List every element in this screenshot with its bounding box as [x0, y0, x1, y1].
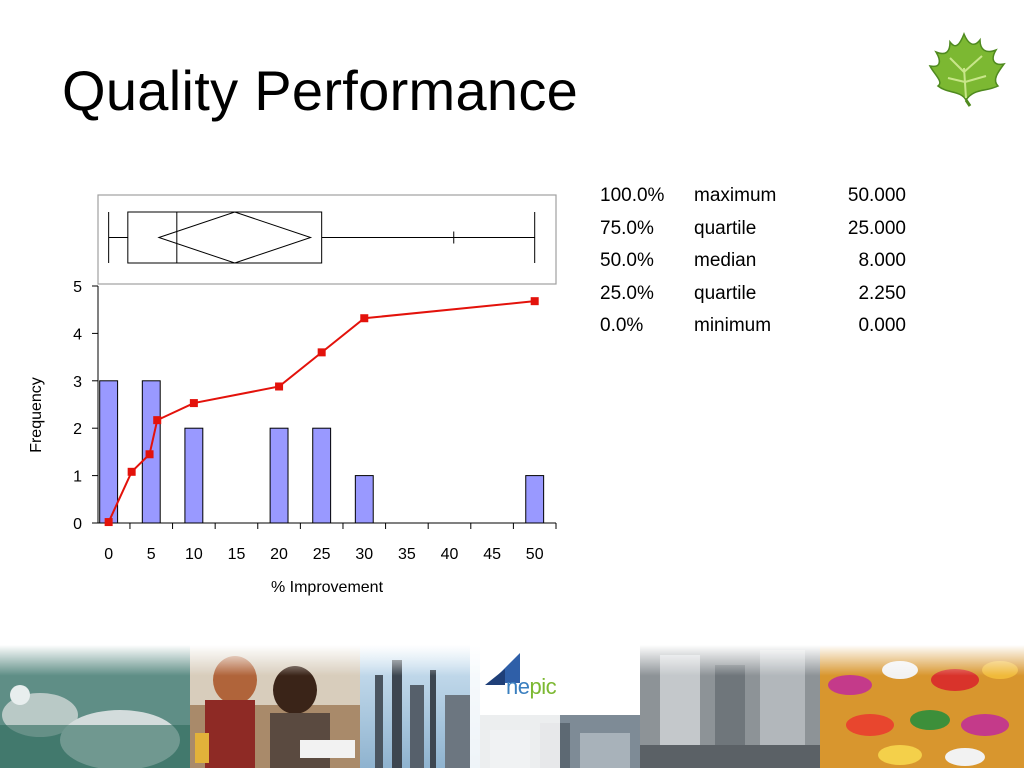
footer-photo-strip [0, 645, 1024, 768]
cdf-point [189, 399, 198, 408]
cdf-point [317, 348, 326, 357]
quantile-percent: 50.0% [600, 250, 654, 272]
nepic-logo-text: nepic [506, 674, 557, 700]
box-plot-frame [97, 194, 557, 285]
x-tick-label: 35 [398, 546, 416, 563]
quantile-value: 0.000 [858, 315, 906, 337]
x-tick-label: 30 [355, 546, 373, 563]
cdf-point [275, 382, 284, 391]
quantile-label: median [694, 250, 757, 272]
quantile-label: minimum [694, 315, 772, 337]
cdf-point [145, 450, 154, 459]
quantile-percent: 0.0% [600, 315, 644, 337]
cdf-point [104, 518, 113, 527]
quantile-value: 25.000 [847, 217, 906, 239]
quantile-label: quartile [694, 217, 757, 239]
histogram-bar [184, 427, 204, 524]
maple-leaf-icon [928, 31, 1006, 107]
box-iqr [127, 211, 323, 264]
cdf-point [360, 314, 369, 323]
quantile-percent: 75.0% [600, 217, 654, 239]
x-axis-label: % Improvement [271, 579, 384, 596]
slide-title: Quality Performance [62, 59, 579, 122]
box-mean-diamond [157, 211, 313, 264]
histogram-bar [354, 475, 374, 524]
quantile-row: 75.0% quartile 25.000 [600, 213, 906, 246]
quantile-row: 50.0% median 8.000 [600, 245, 906, 278]
y-tick-label: 3 [73, 374, 82, 391]
quantile-row: 0.0% minimum 0.000 [600, 310, 906, 343]
quantile-label: maximum [694, 185, 777, 207]
x-tick-label: 50 [526, 546, 544, 563]
quantile-value: 2.250 [858, 282, 906, 304]
quantile-row: 100.0% maximum 50.000 [600, 180, 906, 213]
nepic-logo-text-a: ne [506, 674, 530, 699]
x-tick-label: 20 [270, 546, 288, 563]
nepic-logo-icon [485, 653, 520, 685]
histogram-bars [99, 380, 545, 524]
histogram-bar [269, 427, 289, 524]
cdf-point [530, 297, 539, 306]
cdf-point [153, 416, 162, 425]
histogram-bar [525, 475, 545, 524]
y-tick-label: 1 [73, 469, 82, 486]
quantile-value: 8.000 [858, 250, 906, 272]
y-tick-label: 4 [73, 326, 82, 343]
x-tick-label: 25 [313, 546, 331, 563]
histogram-bar [312, 427, 332, 524]
x-tick-label: 0 [104, 546, 113, 563]
x-tick-label: 15 [228, 546, 246, 563]
x-tick-label: 10 [185, 546, 203, 563]
quantile-percent: 100.0% [600, 185, 665, 207]
y-axis-label: Frequency [28, 377, 45, 453]
histogram-bar [99, 380, 119, 524]
y-tick-label: 5 [73, 279, 82, 296]
x-tick-label: 5 [147, 546, 156, 563]
quantiles-table: 100.0% maximum 50.000 75.0% quartile 25.… [600, 180, 906, 343]
quantile-label: quartile [694, 282, 757, 304]
y-tick-label: 0 [73, 516, 82, 533]
y-tick-label: 2 [73, 421, 82, 438]
box-plot [108, 211, 536, 264]
quantile-row: 25.0% quartile 2.250 [600, 278, 906, 311]
nepic-logo-text-b: pic [529, 674, 557, 699]
quantile-percent: 25.0% [600, 282, 654, 304]
cdf-point [127, 467, 136, 476]
quantile-value: 50.000 [847, 185, 906, 207]
cdf-line [104, 297, 539, 527]
x-tick-label: 45 [483, 546, 501, 563]
x-tick-label: 40 [441, 546, 459, 563]
